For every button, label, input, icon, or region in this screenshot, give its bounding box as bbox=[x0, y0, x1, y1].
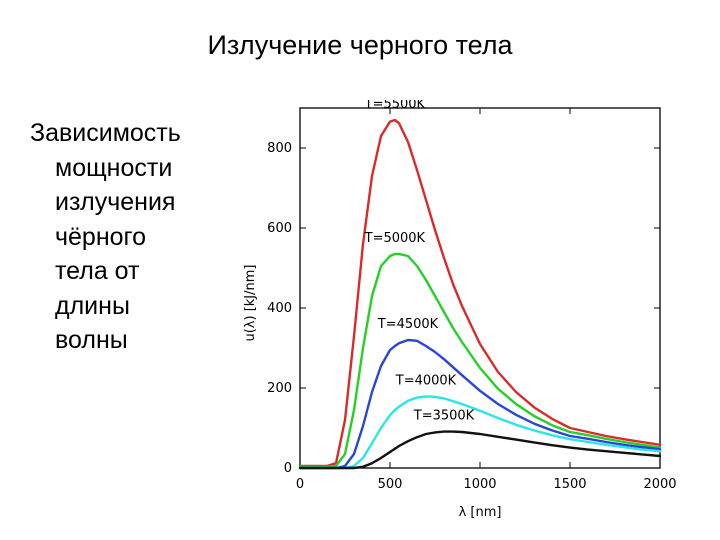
series-label: T=4000K bbox=[395, 373, 457, 388]
x-axis-label: λ [nm] bbox=[459, 505, 502, 520]
series-line bbox=[298, 338, 662, 470]
body-line: длины bbox=[55, 291, 130, 320]
series-label: T=3500K bbox=[413, 409, 475, 424]
blackbody-chart: 0 500 1000 1500 2000 0 200 400 600 800 λ [nm] u(λ) … bbox=[243, 100, 677, 520]
y-tick-label: 400 bbox=[267, 301, 292, 316]
series-line bbox=[298, 118, 662, 468]
series-label: T=4500K bbox=[377, 317, 439, 332]
x-tick-label: 1500 bbox=[553, 477, 586, 492]
y-tick-label: 800 bbox=[267, 141, 292, 156]
series-label: T=5000K bbox=[364, 231, 426, 246]
body-line: тела от bbox=[55, 257, 140, 285]
series-label: T=5500K bbox=[364, 100, 426, 112]
body-line: Зависимость bbox=[30, 119, 181, 147]
y-axis-label: u(λ) [kJ/nm] bbox=[243, 265, 258, 342]
x-tick-label: 0 bbox=[296, 477, 304, 492]
x-tick-label: 500 bbox=[378, 477, 403, 492]
body-line: мощности bbox=[55, 153, 173, 182]
y-tick-label: 200 bbox=[267, 381, 292, 396]
series-line bbox=[298, 430, 662, 470]
series-line bbox=[298, 395, 662, 470]
body-line: излучения bbox=[55, 188, 176, 216]
slide-body-text: Зависимость мощности излучения чёрного т… bbox=[30, 116, 230, 358]
y-tick-label: 0 bbox=[284, 461, 292, 476]
body-line: волны bbox=[55, 326, 128, 354]
body-line: чёрного bbox=[55, 222, 147, 251]
x-tick-label: 1000 bbox=[463, 477, 496, 492]
x-tick-label: 2000 bbox=[643, 477, 676, 492]
slide-title: Излучение черного тела bbox=[207, 30, 513, 60]
plot-area: 0 500 1000 1500 2000 0 200 400 600 800 λ [nm] u(λ) … bbox=[243, 100, 677, 520]
y-tick-label: 600 bbox=[267, 221, 292, 236]
series-line bbox=[298, 252, 662, 468]
